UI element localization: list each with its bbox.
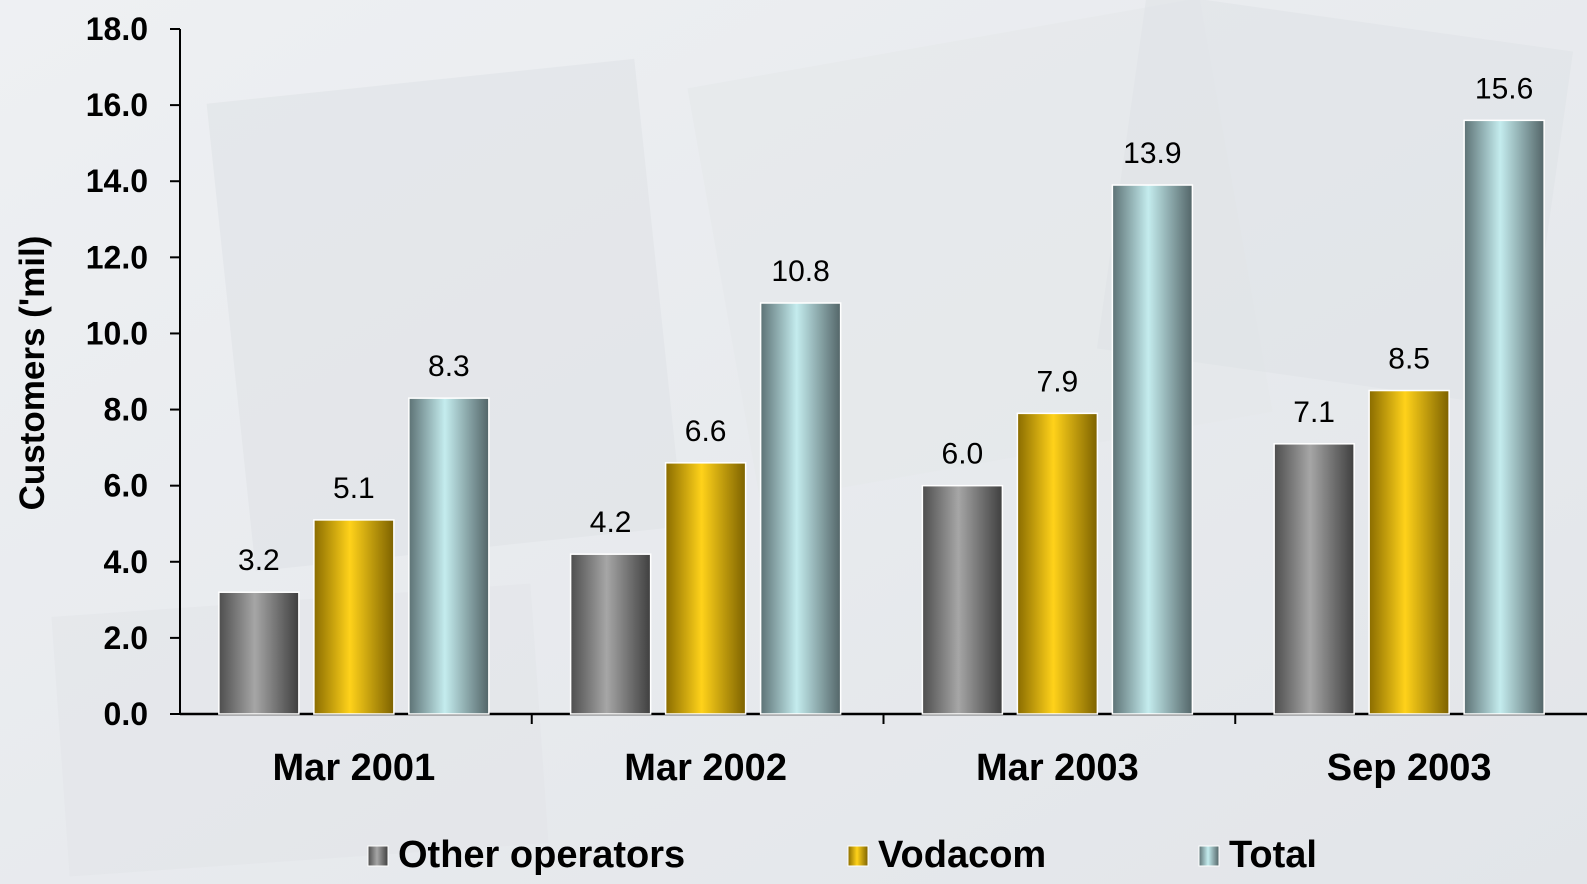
- bar-other-operators: [921, 484, 1004, 715]
- legend-label: Total: [1229, 834, 1317, 876]
- bar-total: [759, 302, 842, 715]
- x-category-label: Mar 2003: [976, 747, 1139, 789]
- bar-total: [408, 397, 490, 715]
- data-label: 10.8: [771, 255, 829, 288]
- y-tick-label: 18.0: [86, 11, 148, 47]
- y-axis-title: Customers ('mil): [13, 236, 52, 511]
- bar-vodacom: [1016, 412, 1099, 715]
- y-tick-label: 6.0: [104, 468, 148, 504]
- y-tick-label: 4.0: [104, 544, 148, 580]
- y-tick-label: 10.0: [86, 315, 148, 351]
- data-labels: 3.2 5.1 8.3 4.2 6.6 10.8 6.0 7.9 13.9 7.1 8.5 15.6: [238, 72, 1533, 577]
- y-tick-label: 2.0: [104, 620, 148, 656]
- data-label: 15.6: [1475, 72, 1533, 105]
- x-category-label: Mar 2001: [273, 747, 436, 789]
- legend-label: Other operators: [398, 834, 685, 876]
- x-category-label: Mar 2002: [624, 747, 787, 789]
- data-label: 8.5: [1388, 343, 1430, 376]
- y-tick-label: 8.0: [104, 392, 148, 428]
- bar-other-operators: [218, 591, 300, 715]
- legend-swatch: [367, 845, 389, 867]
- axes: 0.0 2.0 4.0 6.0 8.0 10.0 12.0 14.0 16.0 18.0: [86, 11, 1587, 732]
- data-label: 5.1: [333, 472, 375, 505]
- bar-vodacom: [664, 462, 747, 715]
- data-label: 8.3: [428, 350, 470, 383]
- x-category-label: Sep 2003: [1327, 747, 1492, 789]
- data-label: 6.0: [942, 438, 984, 471]
- data-label: 7.9: [1037, 365, 1079, 398]
- bar-vodacom: [313, 519, 395, 715]
- bars: [218, 119, 1545, 715]
- y-tick-label: 0.0: [104, 696, 148, 732]
- data-label: 7.1: [1293, 396, 1335, 429]
- bar-total: [1463, 119, 1545, 715]
- bar-total: [1111, 184, 1194, 715]
- data-label: 3.2: [238, 544, 280, 577]
- y-tick-label: 12.0: [86, 239, 148, 275]
- legend-label: Vodacom: [878, 834, 1046, 876]
- data-label: 6.6: [685, 415, 727, 448]
- legend: Other operators Vodacom Total: [367, 834, 1317, 876]
- legend-swatch: [847, 845, 869, 867]
- legend-swatch: [1198, 845, 1220, 867]
- category-labels: Mar 2001 Mar 2002 Mar 2003 Sep 2003: [273, 747, 1492, 789]
- bar-vodacom: [1368, 389, 1450, 715]
- data-label: 4.2: [590, 506, 632, 539]
- y-tick-label: 14.0: [86, 163, 148, 199]
- data-label: 13.9: [1123, 137, 1181, 170]
- y-tick-label: 16.0: [86, 87, 148, 123]
- bar-other-operators: [1273, 443, 1355, 715]
- bar-other-operators: [569, 553, 652, 715]
